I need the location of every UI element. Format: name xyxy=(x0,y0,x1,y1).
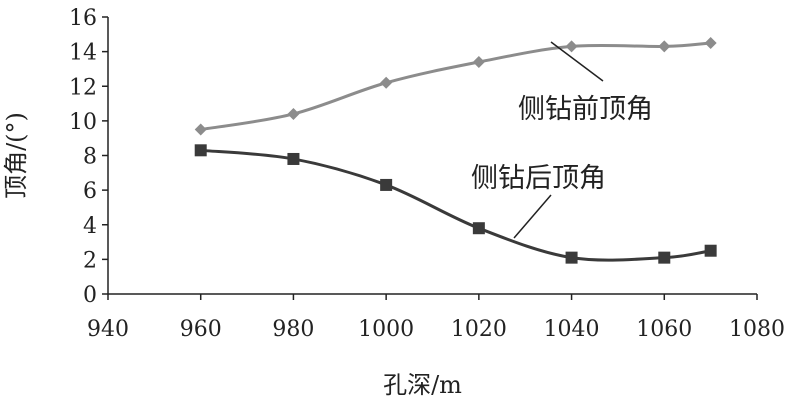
x-tick-label: 1000 xyxy=(358,317,414,342)
diamond-marker xyxy=(287,107,300,120)
series-label-leader xyxy=(550,41,604,82)
y-tick-label: 10 xyxy=(69,110,97,135)
y-tick-label: 8 xyxy=(83,145,97,170)
y-tick-label: 12 xyxy=(69,75,97,100)
x-tick-label: 980 xyxy=(272,317,314,342)
square-marker xyxy=(704,244,717,257)
square-marker xyxy=(380,178,393,191)
x-tick-label: 1080 xyxy=(729,317,785,342)
y-tick-label: 14 xyxy=(69,41,97,66)
y-tick-label: 4 xyxy=(83,214,97,239)
square-marker xyxy=(287,152,300,165)
diamond-marker xyxy=(472,56,485,69)
series-line xyxy=(200,148,711,262)
x-tick-label: 1040 xyxy=(544,317,600,342)
y-tick-label: 16 xyxy=(69,6,97,31)
series-label-leader xyxy=(513,194,552,239)
x-tick-label: 960 xyxy=(180,317,222,342)
x-ticks: 940 960 980 1000 1020 1040 1060 1080 xyxy=(87,294,785,342)
series-layer xyxy=(194,36,717,264)
series-label: 侧钻前顶角 xyxy=(518,94,653,125)
x-tick-label: 1020 xyxy=(451,317,507,342)
y-axis-title: 顶角/(°) xyxy=(2,112,30,199)
series-label: 侧钻后顶角 xyxy=(471,163,606,194)
y-tick-label: 0 xyxy=(83,283,97,308)
x-tick-label: 940 xyxy=(87,317,129,342)
x-tick-label: 1060 xyxy=(636,317,692,342)
square-marker xyxy=(472,222,485,235)
y-tick-label: 6 xyxy=(83,179,97,204)
y-tick-label: 2 xyxy=(83,248,97,273)
series-1 xyxy=(194,36,717,136)
x-axis-title: 孔深/m xyxy=(383,371,462,399)
diamond-marker xyxy=(194,123,207,136)
diamond-marker xyxy=(565,40,578,53)
square-marker xyxy=(658,251,671,264)
series-2 xyxy=(194,144,717,264)
diamond-marker xyxy=(658,40,671,53)
diamond-marker xyxy=(380,76,393,89)
square-marker xyxy=(565,251,578,264)
diamond-marker xyxy=(704,36,717,49)
y-ticks: 0 2 4 6 8 10 12 14 16 xyxy=(69,6,108,308)
square-marker xyxy=(194,144,207,157)
